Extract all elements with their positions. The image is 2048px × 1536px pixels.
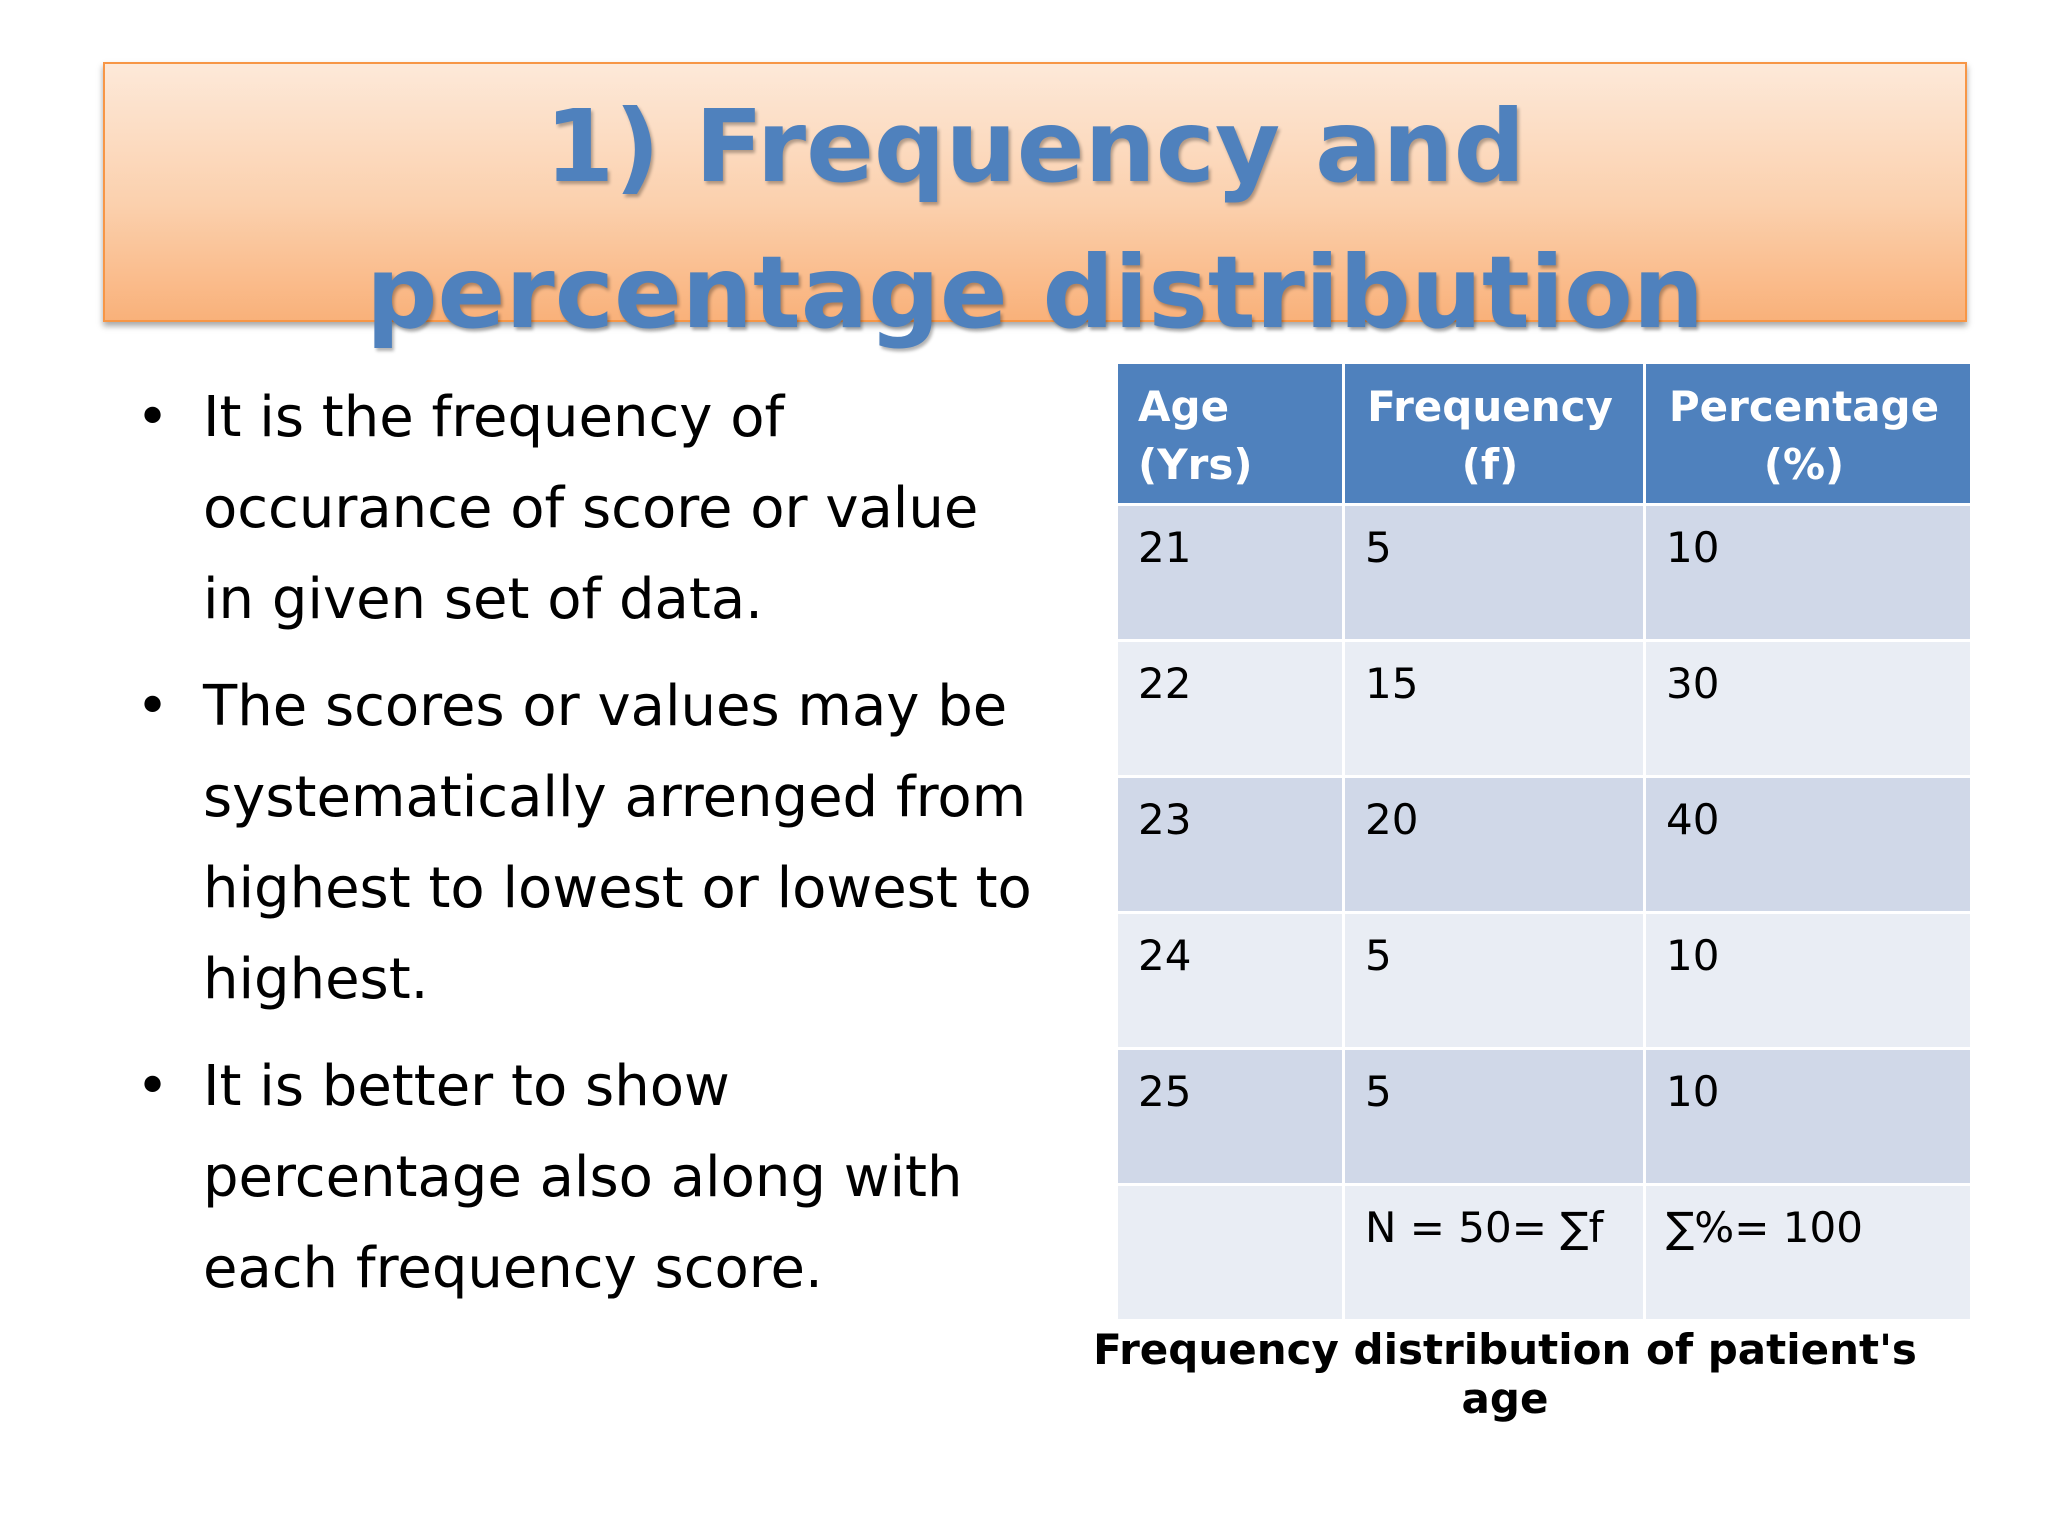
header-line: (f) [1461,440,1519,489]
header-line: (%) [1763,440,1845,489]
header-line: Age [1138,382,1230,431]
frequency-table: Age (Yrs) Frequency (f) Percentage (%) 21 5 10 22… [1118,364,1970,1319]
table-cell [1118,1186,1342,1319]
table-cell: 21 [1118,506,1342,639]
table-cell: 30 [1646,642,1970,775]
header-line: Percentage [1668,382,1940,431]
table-cell: 40 [1646,778,1970,911]
table-cell: 5 [1345,1050,1643,1183]
bullet-list: It is the frequency of occurance of scor… [136,372,1036,1330]
table-cell: 20 [1345,778,1643,911]
table-caption: Frequency distribution of patient's age [1093,1325,1917,1423]
total-cell: ∑%= 100 [1646,1186,1970,1319]
table-cell: 10 [1646,914,1970,1047]
header-cell: Frequency (f) [1345,364,1643,503]
table-cell: 10 [1646,506,1970,639]
table-cell: 23 [1118,778,1342,911]
table-cell: 15 [1345,642,1643,775]
table-cell: 25 [1118,1050,1342,1183]
bullet-item: The scores or values may be systematical… [136,661,1036,1025]
slide-title: 1) Frequency and percentage distribution [365,88,1705,351]
header-cell: Percentage (%) [1646,364,1970,503]
bullet-item: It is the frequency of occurance of scor… [136,372,1036,645]
header-line: Frequency [1367,382,1613,431]
table-cell: 5 [1345,506,1643,639]
table-cell: 22 [1118,642,1342,775]
table-cell: 5 [1345,914,1643,1047]
table-cell: 24 [1118,914,1342,1047]
title-banner: 1) Frequency and percentage distribution [103,62,1967,351]
header-line: (Yrs) [1138,440,1253,489]
bullet-item: It is better to show percentage also alo… [136,1041,1036,1314]
header-cell: Age (Yrs) [1118,364,1342,503]
total-cell: N = 50= ∑f [1345,1186,1643,1319]
table-cell: 10 [1646,1050,1970,1183]
